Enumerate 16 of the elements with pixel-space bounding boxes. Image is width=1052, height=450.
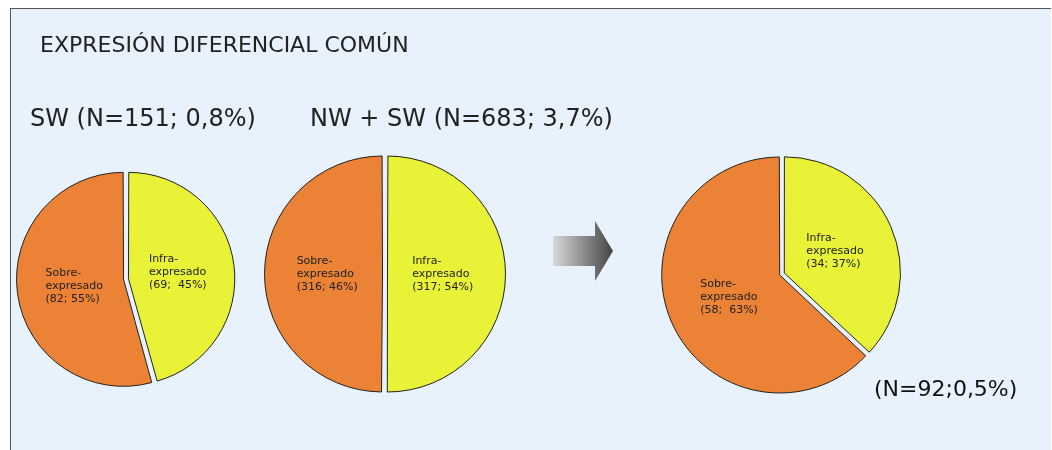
- slice-label: Sobre-expresado: [700, 276, 758, 303]
- chart-title: NW + SW (N=683; 3,7%): [310, 104, 613, 132]
- slice-label: Infra-expresado: [148, 251, 207, 278]
- slice-label: Sobre-expresado: [45, 265, 104, 292]
- data-label: (317; 54%): [412, 280, 474, 293]
- data-label: (34; 37%): [806, 256, 861, 270]
- chart-subtitle: SW (N=151; 0,8%): [30, 104, 256, 132]
- chart-title: EXPRESIÓN DIFERENCIAL COMÚN: [40, 32, 409, 57]
- data-label: (316; 46%): [296, 279, 358, 293]
- data-label: (82; 55%): [45, 291, 100, 305]
- data-label: (69; 45%): [148, 277, 207, 291]
- text: (N=92;0,5%): [874, 376, 1018, 401]
- slice-label: Infra-expresado: [412, 254, 470, 280]
- slice-label: Sobre-expresado: [296, 253, 355, 280]
- data-label: (58; 63%): [700, 302, 758, 316]
- slice-label: Infra-expresado: [806, 230, 864, 257]
